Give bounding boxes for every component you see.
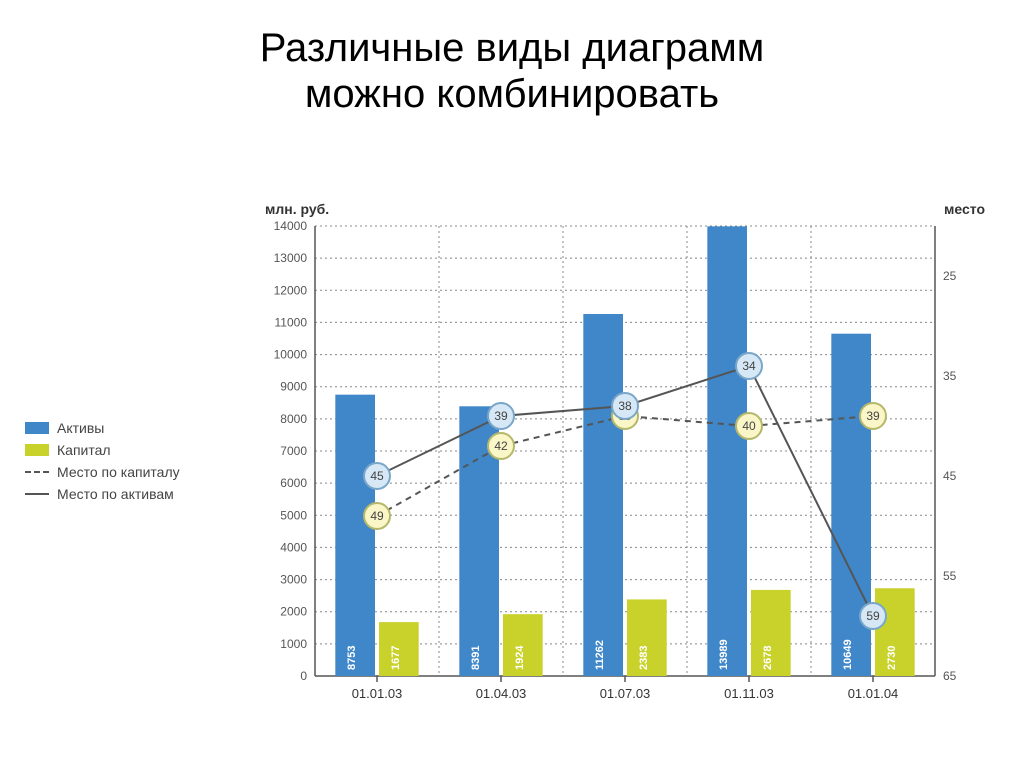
bar-assets-label: 10649 bbox=[842, 639, 854, 670]
chart: млн. руб. место 010002000300040005000600… bbox=[255, 206, 995, 716]
legend-item: Место по активам bbox=[25, 486, 255, 502]
y-left-tick: 5000 bbox=[280, 508, 307, 522]
y-right-title: место bbox=[944, 201, 985, 217]
y-left-tick: 1000 bbox=[280, 637, 307, 651]
x-tick: 01.07.03 bbox=[600, 686, 651, 701]
y-left-title: млн. руб. bbox=[265, 201, 329, 217]
y-right-tick: 65 bbox=[943, 669, 957, 683]
legend-item: Место по капиталу bbox=[25, 464, 255, 480]
place-assets-marker-label: 45 bbox=[370, 469, 384, 483]
legend-item: Капитал bbox=[25, 442, 255, 458]
bar-assets bbox=[335, 395, 375, 676]
y-left-tick: 7000 bbox=[280, 444, 307, 458]
place-assets-marker-label: 39 bbox=[494, 409, 508, 423]
slide: Различные виды диаграмм можно комбиниров… bbox=[0, 0, 1024, 767]
y-left-tick: 4000 bbox=[280, 540, 307, 554]
content-row: Активы Капитал Место по капиталу Место по а… bbox=[0, 175, 1024, 747]
x-tick: 01.04.03 bbox=[476, 686, 527, 701]
place-capital-marker-label: 49 bbox=[370, 509, 384, 523]
x-tick: 01.01.04 bbox=[848, 686, 899, 701]
bar-capital-label: 2678 bbox=[762, 646, 774, 670]
y-left-tick: 3000 bbox=[280, 573, 307, 587]
legend: Активы Капитал Место по капиталу Место по а… bbox=[0, 414, 255, 508]
y-left-tick: 13000 bbox=[274, 251, 308, 265]
y-left-tick: 9000 bbox=[280, 380, 307, 394]
y-left-tick: 6000 bbox=[280, 476, 307, 490]
y-right-tick: 25 bbox=[943, 269, 957, 283]
bar-assets-label: 11262 bbox=[594, 640, 606, 670]
legend-item: Активы bbox=[25, 420, 255, 436]
y-right-tick: 35 bbox=[943, 369, 957, 383]
x-tick: 01.11.03 bbox=[724, 686, 774, 701]
bar-assets-label: 8753 bbox=[346, 646, 358, 670]
bar-assets bbox=[707, 226, 747, 676]
legend-label: Капитал bbox=[57, 442, 111, 458]
bar-capital-label: 1924 bbox=[514, 645, 526, 670]
place-capital-marker-label: 39 bbox=[866, 409, 880, 423]
legend-swatch bbox=[25, 444, 49, 456]
place-assets-marker-label: 34 bbox=[742, 359, 756, 373]
title-line-1: Различные виды диаграмм bbox=[260, 26, 765, 70]
y-left-tick: 2000 bbox=[280, 605, 307, 619]
bar-assets bbox=[583, 314, 623, 676]
chart-svg: 0 1000 2000 3000 4000 5000 6000 7000 8000 9000 100… bbox=[255, 206, 995, 716]
y-left-tick: 12000 bbox=[274, 283, 308, 297]
y-left-tick: 8000 bbox=[280, 412, 307, 426]
y-left-tick: 0 bbox=[300, 669, 307, 683]
bar-capital-label: 1677 bbox=[390, 646, 402, 670]
legend-label: Место по активам bbox=[57, 486, 174, 502]
legend-label: Активы bbox=[57, 420, 104, 436]
y-left-tick: 11000 bbox=[275, 315, 308, 329]
place-capital-marker-label: 42 bbox=[494, 439, 508, 453]
place-assets-marker-label: 59 bbox=[866, 609, 880, 623]
legend-swatch bbox=[25, 471, 49, 473]
y-right-tick: 55 bbox=[943, 569, 957, 583]
place-assets-marker-label: 38 bbox=[618, 399, 632, 413]
x-tick: 01.01.03 bbox=[352, 686, 403, 701]
page-title: Различные виды диаграмм можно комбиниров… bbox=[0, 0, 1024, 117]
bar-capital-label: 2730 bbox=[886, 646, 898, 670]
legend-label: Место по капиталу bbox=[57, 464, 180, 480]
y-left-tick: 14000 bbox=[274, 219, 308, 233]
bar-assets-label: 8391 bbox=[470, 646, 482, 670]
y-left-tick: 10000 bbox=[274, 348, 308, 362]
bar-assets-label: 13989 bbox=[718, 639, 730, 670]
legend-swatch bbox=[25, 493, 49, 495]
legend-swatch bbox=[25, 422, 49, 434]
place-capital-marker-label: 40 bbox=[742, 419, 756, 433]
y-right-tick: 45 bbox=[943, 469, 957, 483]
bar-capital-label: 2383 bbox=[638, 646, 650, 670]
title-line-2: можно комбинировать bbox=[305, 72, 719, 116]
